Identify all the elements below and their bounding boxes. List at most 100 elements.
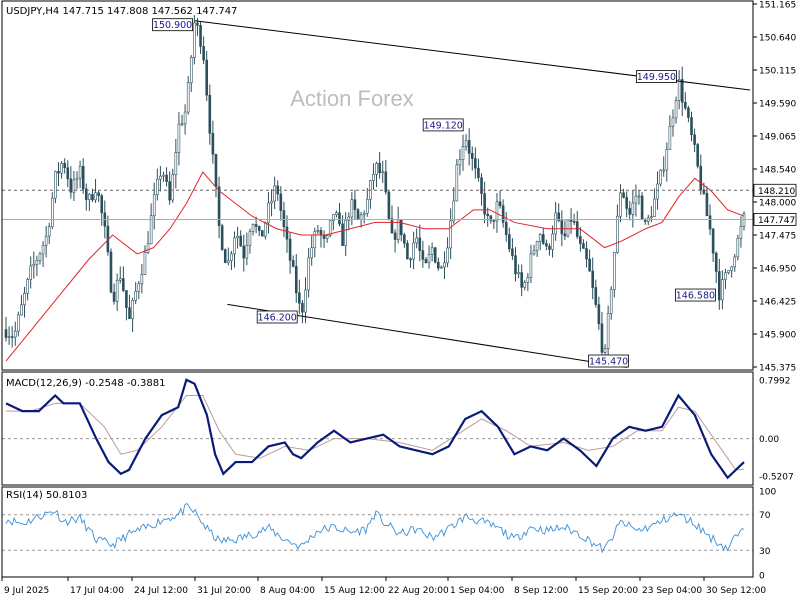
candle-body xyxy=(424,259,428,264)
candle-body xyxy=(273,185,276,202)
candle-body xyxy=(656,183,659,200)
macd-panel-frame xyxy=(1,371,754,486)
candle-body xyxy=(727,270,730,274)
candle-body xyxy=(344,220,347,246)
candle-body xyxy=(146,243,150,253)
rsi-y-tick-label: 0 xyxy=(759,572,765,582)
candle-body xyxy=(739,226,743,239)
level-price-tag-text: 148.210 xyxy=(758,187,795,197)
candle-body xyxy=(480,177,483,194)
x-tick-label: 15 Aug 12:00 xyxy=(324,586,385,596)
candle-body xyxy=(332,214,335,221)
candle-body xyxy=(557,212,561,221)
candle-body xyxy=(7,336,11,338)
candle-body xyxy=(140,274,144,285)
candle-body xyxy=(458,159,462,166)
candle-body xyxy=(183,111,187,125)
rsi-panel-frame xyxy=(1,486,754,578)
candle-body xyxy=(483,193,486,215)
candle-body xyxy=(4,329,8,338)
candle-body xyxy=(613,252,616,290)
macd-y-tick-label: 0.00 xyxy=(759,435,779,445)
candle-body xyxy=(32,263,36,267)
candle-body xyxy=(115,279,119,302)
x-tick-label: 24 Jul 12:00 xyxy=(134,586,188,596)
candle-body xyxy=(165,174,168,182)
macd-main-line xyxy=(5,378,745,480)
candle-body xyxy=(325,235,329,239)
candle-body xyxy=(665,149,669,171)
price-y-tick-label: 145.900 xyxy=(759,331,796,341)
candle-body xyxy=(54,171,57,199)
candle-body xyxy=(282,210,286,228)
price-y-tick-label: 150.115 xyxy=(759,67,796,77)
candle-body xyxy=(628,208,632,215)
candle-body xyxy=(600,323,604,353)
candle-body xyxy=(186,82,190,113)
candle-body xyxy=(171,174,175,201)
candle-body xyxy=(412,242,415,260)
candle-body xyxy=(69,178,73,193)
candle-body xyxy=(486,213,490,217)
x-tick-label: 31 Jul 20:00 xyxy=(197,586,251,596)
candle-body xyxy=(137,283,141,292)
candle-body xyxy=(733,256,737,268)
candle-body xyxy=(582,243,585,249)
candle-body xyxy=(403,234,406,244)
candle-body xyxy=(699,165,703,191)
candle-body xyxy=(298,292,301,304)
callout-label: 150.900 xyxy=(153,20,192,31)
candle-body xyxy=(461,146,465,160)
candle-body xyxy=(149,215,153,245)
candle-body xyxy=(122,278,125,291)
candle-body xyxy=(319,230,323,236)
candle-body xyxy=(242,245,246,259)
candle-body xyxy=(585,248,588,260)
candle-body xyxy=(504,222,508,235)
candle-body xyxy=(118,278,122,281)
candle-body xyxy=(291,260,295,267)
candle-body xyxy=(75,177,79,181)
price-y-tick-label: 151.165 xyxy=(759,1,796,11)
candle-body xyxy=(26,279,29,294)
candle-body xyxy=(328,220,332,236)
candle-body xyxy=(260,230,264,237)
candle-body xyxy=(128,307,131,320)
candle-body xyxy=(736,237,740,258)
candle-body xyxy=(387,191,391,219)
last-price-tag-text: 147.747 xyxy=(758,216,795,226)
last-price-tag: 147.747 xyxy=(753,213,797,226)
candle-body xyxy=(257,226,261,231)
candle-body xyxy=(637,195,641,198)
candle-body xyxy=(532,249,536,255)
candle-body xyxy=(112,291,116,302)
candle-body xyxy=(384,171,388,193)
candle-body xyxy=(717,271,721,301)
moving-average-line xyxy=(5,171,745,362)
candle-body xyxy=(152,194,156,217)
candle-body xyxy=(223,249,227,264)
candle-body xyxy=(677,79,681,101)
macd-y-tick-label: -0.5207 xyxy=(759,473,794,483)
candle-body xyxy=(474,158,477,169)
price-y-tick-label: 149.590 xyxy=(759,100,796,110)
candle-body xyxy=(94,192,97,201)
candle-body xyxy=(514,255,517,275)
candle-body xyxy=(640,195,644,220)
price-y-tick-label: 148.000 xyxy=(759,199,796,209)
candle-body xyxy=(88,194,91,200)
candle-body xyxy=(418,237,422,251)
x-tick-label: 22 Aug 20:00 xyxy=(388,586,449,596)
price-callout: 146.580 xyxy=(675,288,716,302)
candle-body xyxy=(131,300,134,320)
x-tick-label: 9 Jul 2025 xyxy=(4,586,49,596)
rsi-layer xyxy=(2,502,753,554)
candle-body xyxy=(609,289,613,314)
x-tick-label: 1 Sep 04:00 xyxy=(450,586,505,596)
candle-body xyxy=(427,254,431,264)
candle-body xyxy=(671,117,675,127)
macd-layer xyxy=(2,378,753,480)
candle-body xyxy=(690,117,693,136)
candle-body xyxy=(180,123,184,126)
